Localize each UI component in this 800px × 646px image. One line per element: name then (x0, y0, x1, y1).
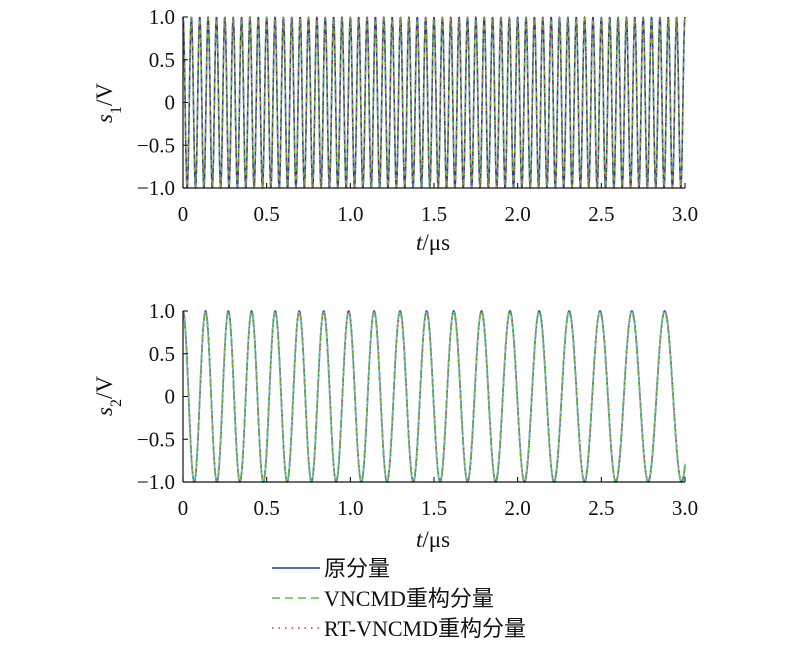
x-tick-label: 2.5 (588, 202, 614, 226)
legend-label-vncmd: VNCMD重构分量 (324, 586, 494, 611)
legend-item-vncmd: VNCMD重构分量 (272, 586, 494, 611)
legend-item-rt-vncmd: RT-VNCMD重构分量 (272, 616, 526, 641)
y-tick-label: 0.5 (149, 342, 175, 366)
x-tick-label: 2.0 (505, 496, 531, 520)
x-tick-label: 2.0 (505, 202, 531, 226)
x-tick-label: 0.5 (254, 496, 280, 520)
x-tick-label: 1.5 (421, 202, 447, 226)
panel-s1: 0 0.5 1.0 1.5 2.0 2.5 3.0 1.0 0.5 0 −0.5 −1.0 t/μs… (92, 5, 698, 255)
x-tick-label: 0.5 (254, 202, 280, 226)
s1-axes (182, 16, 686, 189)
x-tick-label: 0 (178, 496, 189, 520)
series-line-vncmd (182, 15, 686, 190)
x-tick-label: 3.0 (672, 202, 698, 226)
s1-y-axis-label: s1/V (92, 83, 125, 123)
s1-x-axis-label: t/μs (416, 230, 450, 255)
x-tick-label: 1.0 (337, 496, 363, 520)
s2-y-tick-labels: 1.0 0.5 0 −0.5 −1.0 (137, 299, 175, 494)
y-tick-label: 1.0 (149, 5, 175, 29)
s2-axes (182, 310, 686, 483)
x-tick-label: 1.0 (337, 202, 363, 226)
s1-x-tick-labels: 0 0.5 1.0 1.5 2.0 2.5 3.0 (178, 202, 698, 226)
x-tick-label: 0 (178, 202, 189, 226)
s2-plot-area (182, 310, 686, 483)
x-tick-label: 3.0 (672, 496, 698, 520)
y-tick-label: 0 (165, 385, 176, 409)
series-line-rt-vncmd (182, 16, 686, 189)
y-tick-label: 0 (165, 91, 176, 115)
legend-item-original: 原分量 (272, 556, 390, 581)
y-tick-label: 0.5 (149, 48, 175, 72)
y-tick-label: −1.0 (137, 176, 175, 200)
y-tick-label: −0.5 (137, 427, 175, 451)
s1-plot-area (182, 15, 686, 190)
legend-label-rt-vncmd: RT-VNCMD重构分量 (324, 616, 526, 641)
y-tick-label: 1.0 (149, 299, 175, 323)
panel-s2: 0 0.5 1.0 1.5 2.0 2.5 3.0 1.0 0.5 0 −0.5 −1.0 t/μs… (92, 299, 698, 552)
s2-x-tick-labels: 0 0.5 1.0 1.5 2.0 2.5 3.0 (178, 496, 698, 520)
s1-y-tick-labels: 1.0 0.5 0 −0.5 −1.0 (137, 5, 175, 200)
x-tick-label: 2.5 (588, 496, 614, 520)
y-tick-label: −0.5 (137, 133, 175, 157)
y-tick-label: −1.0 (137, 470, 175, 494)
s2-x-axis-label: t/μs (416, 527, 450, 552)
x-tick-label: 1.5 (421, 496, 447, 520)
s2-y-axis-label: s2/V (92, 376, 125, 416)
series-line-rt-vncmd (182, 310, 686, 483)
series-line-original (182, 16, 686, 189)
legend-label-original: 原分量 (324, 556, 390, 581)
legend: 原分量 VNCMD重构分量 RT-VNCMD重构分量 (272, 556, 526, 641)
